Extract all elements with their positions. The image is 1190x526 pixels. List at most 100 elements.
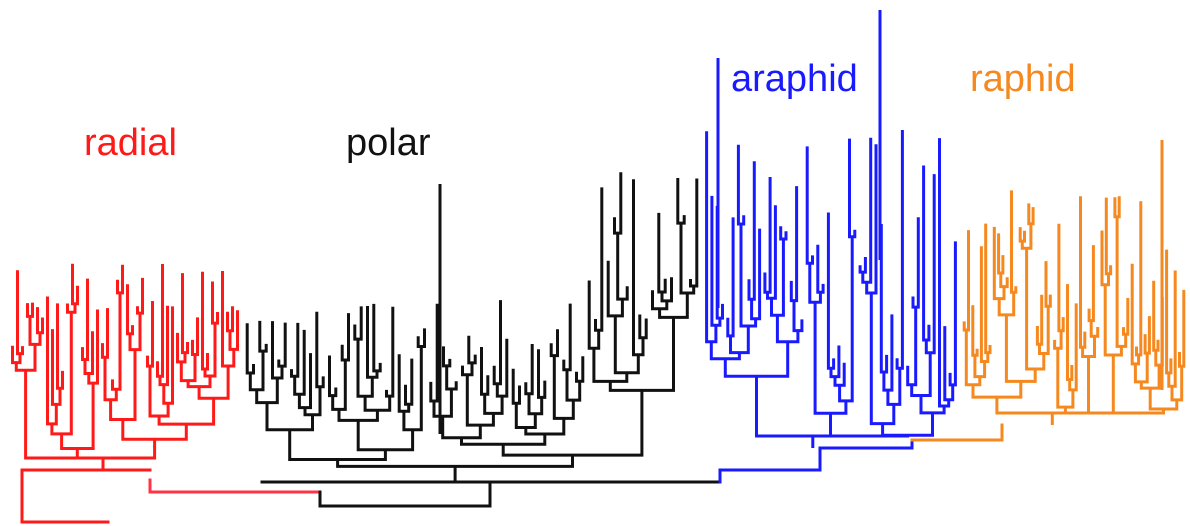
tree-branch	[121, 419, 188, 441]
tree-branch	[126, 284, 134, 336]
tree-branch	[277, 322, 287, 368]
tree-branch	[366, 306, 379, 379]
tree-branch	[813, 302, 848, 415]
tree-branch	[1035, 294, 1044, 346]
tree-branch	[445, 365, 458, 391]
tree-branch	[779, 226, 788, 241]
tree-branch	[997, 233, 1005, 275]
tree-branch	[962, 230, 970, 332]
tree-branch	[879, 224, 889, 374]
radial-base	[20, 468, 152, 524]
araphid-raphid-bridge	[818, 438, 914, 450]
tree-branch	[524, 344, 534, 396]
tree-branch	[616, 233, 629, 301]
tree-branch	[747, 161, 756, 301]
tree-branch	[24, 370, 79, 460]
clades-layer	[11, 10, 1186, 482]
tree-branch	[315, 311, 325, 389]
tree-branch	[1122, 297, 1130, 336]
tree-branch	[1143, 316, 1151, 355]
tree-branch	[103, 357, 118, 402]
tree-branch	[331, 360, 347, 411]
tree-branch	[1178, 289, 1186, 368]
tree-branch	[789, 186, 799, 303]
tree-branch	[179, 354, 197, 383]
tree-branch	[1165, 249, 1173, 375]
tree-branch	[1103, 284, 1123, 357]
tree-branch	[293, 329, 306, 396]
tree-branch	[461, 362, 474, 377]
tree-branch	[156, 264, 164, 378]
clade-polar	[245, 172, 699, 482]
clade-label-radial: radial	[84, 122, 177, 164]
tree-branch	[549, 329, 559, 358]
tree-branch	[973, 355, 987, 379]
tree-branch	[353, 306, 363, 341]
tree-branch	[26, 302, 34, 318]
tree-branch	[109, 349, 137, 421]
tree-branch	[56, 303, 64, 390]
tree-branch	[594, 187, 604, 332]
tree-branch	[441, 416, 482, 440]
tree-branch	[191, 317, 199, 356]
tree-branch	[995, 397, 1108, 415]
tree-branch	[763, 177, 772, 294]
tree-branch	[71, 263, 79, 306]
clade-araphid	[705, 130, 957, 448]
tree-branch	[36, 307, 44, 335]
tree-branch	[1113, 196, 1121, 219]
tree-branch	[886, 368, 902, 406]
tree-branch	[575, 356, 585, 383]
tree-branch	[303, 386, 322, 417]
tree-branch	[1170, 366, 1184, 402]
tree-branch	[895, 130, 904, 370]
tree-branch	[363, 396, 392, 412]
tree-branch	[632, 179, 645, 357]
tree-branch	[755, 376, 869, 438]
tree-branch	[416, 328, 426, 348]
tree-branch	[848, 138, 857, 239]
tree-branch	[495, 338, 509, 398]
tree-branch	[146, 301, 154, 368]
tree-branch	[984, 223, 992, 355]
tree-branch	[1089, 320, 1100, 338]
tree-branch	[1135, 201, 1143, 357]
tree-branch	[511, 368, 521, 405]
tree-branch	[1027, 203, 1035, 226]
tree-branch	[404, 358, 414, 406]
tree-branch	[805, 146, 814, 265]
tree-branch	[1010, 190, 1018, 294]
tree-branch	[136, 277, 144, 315]
tree-branch	[906, 307, 918, 387]
tree-branch	[356, 339, 374, 398]
tree-branch	[385, 306, 395, 398]
tree-branch	[111, 292, 122, 391]
tree-branch	[726, 217, 735, 338]
tree-branch	[882, 314, 894, 392]
tree-branch	[638, 314, 648, 340]
tree-branch	[101, 308, 109, 359]
tree-branch	[858, 257, 867, 274]
tree-branch	[1139, 365, 1161, 390]
tree-branch	[51, 439, 157, 460]
tree-branch	[709, 341, 741, 361]
tree-branch	[676, 178, 686, 225]
clade-radial	[11, 263, 239, 470]
tree-branch	[606, 260, 624, 318]
tree-branch	[1018, 227, 1026, 243]
tree-branch	[328, 355, 338, 398]
tree-branch	[211, 281, 219, 325]
tree-branch	[1104, 197, 1113, 276]
tree-branch	[148, 366, 170, 418]
tree-branch	[514, 403, 537, 429]
tree-branch	[657, 212, 667, 294]
tree-branch	[562, 303, 572, 372]
tree-branch	[258, 320, 268, 353]
tree-branch	[971, 305, 979, 357]
tree-branch	[81, 278, 89, 361]
tree-branch	[997, 292, 1016, 317]
araphid-stem	[718, 446, 822, 484]
tree-branch	[429, 303, 439, 403]
tree-branch	[492, 300, 502, 386]
tree-branch	[948, 241, 957, 387]
